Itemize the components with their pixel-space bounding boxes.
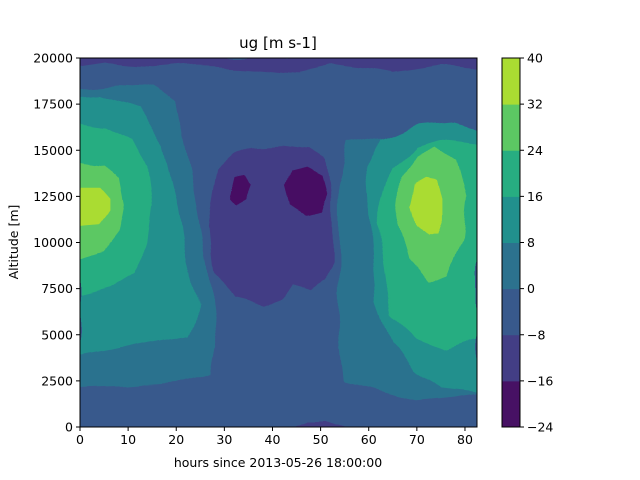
colorbar-tick-label: 16	[527, 189, 543, 204]
colorbar-tick-label: −16	[527, 373, 553, 388]
y-tick-label: 7500	[41, 281, 73, 296]
contour-central-region	[208, 145, 332, 307]
plot-area: 0 10 20 30 40 50 60 70 80 0 2500 5000 7500 10000 1250…	[33, 51, 478, 447]
colorbar-ticks: −24 −16 −8 0 8 16 24 32 40	[520, 51, 553, 435]
contour-top-edge-band	[80, 58, 477, 74]
x-tick-label: 70	[409, 432, 425, 447]
colorbar-tick-label: 0	[527, 281, 535, 296]
contour-left-jet-32-40	[80, 186, 110, 225]
x-tick-label: 60	[361, 432, 377, 447]
x-tick-label: 30	[216, 432, 232, 447]
colorbar-tick-label: −8	[527, 327, 545, 342]
y-tick-label: 5000	[41, 327, 73, 342]
colorbar-band	[502, 242, 520, 290]
colorbar-tick-label: 32	[527, 97, 543, 112]
colorbar-band	[502, 58, 520, 105]
colorbar-tick-label: 40	[527, 51, 543, 66]
contour-right-jet-32-40	[411, 178, 442, 237]
x-axis-label: hours since 2013-05-26 18:00:00	[174, 455, 382, 470]
colorbar-tick-label: −24	[527, 420, 553, 435]
y-tick-label: 15000	[33, 143, 73, 158]
colorbar-band	[502, 104, 520, 151]
contour-central-min-right	[285, 167, 327, 216]
colorbar-band	[502, 288, 520, 336]
y-tick-label: 17500	[33, 97, 73, 112]
y-tick-label: 20000	[33, 51, 73, 66]
x-tick-label: 10	[120, 432, 136, 447]
y-tick-label: 10000	[33, 235, 73, 250]
colorbar-band	[502, 150, 520, 197]
contour-fills	[80, 58, 477, 427]
x-tick-label: 20	[168, 432, 184, 447]
x-tick-label: 50	[313, 432, 329, 447]
colorbar-band	[502, 380, 520, 428]
colorbar: −24 −16 −8 0 8 16 24 32 40	[501, 51, 553, 435]
colorbar-tick-label: 8	[527, 235, 535, 250]
colorbar-band	[502, 196, 520, 243]
colorbar-tick-label: 24	[527, 143, 543, 158]
y-tick-label: 0	[65, 420, 73, 435]
x-tick-label: 0	[76, 432, 84, 447]
y-tick-label: 2500	[41, 373, 73, 388]
x-axis-ticks: 0 10 20 30 40 50 60 70 80	[76, 427, 473, 447]
contour-bottom-edge-patch	[295, 420, 346, 427]
y-tick-label: 12500	[33, 189, 73, 204]
chart-title: ug [m s-1]	[239, 34, 317, 52]
x-tick-label: 40	[265, 432, 281, 447]
y-axis-label: Altitude [m]	[6, 205, 21, 280]
colorbar-band	[502, 334, 520, 382]
contour-central-min-left	[233, 176, 255, 207]
x-tick-label: 80	[457, 432, 473, 447]
y-axis-ticks: 0 2500 5000 7500 10000 12500 15000 17500 20000	[33, 51, 80, 435]
